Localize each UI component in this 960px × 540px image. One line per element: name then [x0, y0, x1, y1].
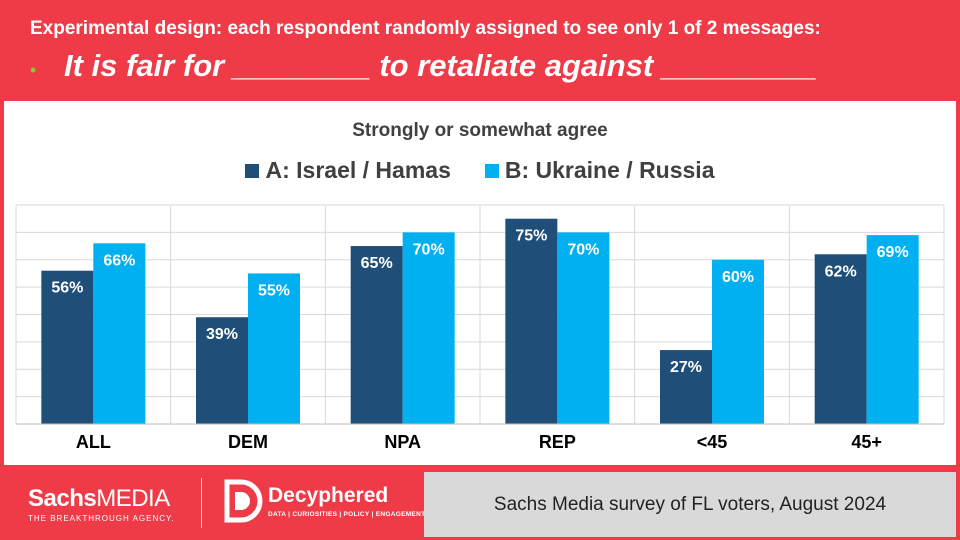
bar-series-b: [248, 273, 300, 424]
legend-swatch-series-a: [245, 163, 260, 178]
bar-series-b: [866, 235, 919, 424]
bar-value-label: 56%: [51, 280, 83, 297]
source-box: [424, 472, 956, 537]
bar-value-label: 39%: [206, 326, 238, 343]
decyphered-logo-tagline: DATA | CURIOSITIES | POLICY | ENGAGEMENT: [268, 511, 426, 518]
bar-series-a: [350, 246, 403, 424]
x-tick-label: <45: [697, 432, 728, 452]
message-statement: It is fair for ________ to retaliate aga…: [64, 48, 818, 83]
logo-tagline: THE BREAKTHROUGH AGENCY.: [28, 514, 175, 523]
logo-media-text: MEDIA: [96, 485, 170, 512]
bar-value-label: 62%: [825, 263, 857, 280]
bar-series-b: [402, 232, 455, 424]
bar-value-label: 69%: [877, 244, 909, 261]
logo-sachs-text: Sachs: [28, 485, 97, 512]
bar-series-a: [814, 254, 867, 424]
bar-series-b: [557, 232, 610, 424]
header-banner: Experimental design: each respondent ran…: [0, 0, 960, 100]
decyphered-logo-icon: [224, 479, 263, 523]
bar-series-a: [196, 317, 248, 424]
legend-label-series-a: A: Israel / Hamas: [265, 157, 451, 183]
chart-title: Strongly or somewhat agree: [352, 120, 608, 141]
source-note: Sachs Media survey of FL voters, August …: [493, 494, 887, 515]
x-tick-label: 45+: [851, 432, 882, 452]
bar-series-a: [505, 218, 558, 424]
bullet-point: •: [30, 60, 37, 80]
x-tick-label: ALL: [76, 432, 111, 452]
legend-item-series-a: A: Israel / Hamas: [245, 157, 451, 184]
legend-label-series-b: B: Ukraine / Russia: [504, 157, 715, 183]
x-tick-label: NPA: [384, 432, 421, 452]
legend-item-series-b: B: Ukraine / Russia: [484, 157, 715, 184]
logo-divider: [201, 478, 202, 528]
bar-value-label: 66%: [103, 252, 135, 269]
legend-swatch-series-b: [484, 163, 499, 178]
bar-value-label: 75%: [515, 228, 547, 245]
bar-value-label: 70%: [413, 241, 445, 258]
chart-legend: A: Israel / Hamas B: Ukraine / Russia: [0, 157, 960, 184]
bar-series-a: [660, 350, 712, 424]
bar-value-label: 65%: [361, 255, 393, 272]
bar-value-label: 60%: [722, 269, 754, 286]
experiment-description: Experimental design: each respondent ran…: [30, 18, 821, 39]
bar-value-label: 70%: [567, 241, 599, 258]
bar-value-label: 55%: [258, 282, 290, 299]
x-tick-label: DEM: [228, 432, 268, 452]
x-tick-label: REP: [539, 432, 576, 452]
bar-value-label: 27%: [670, 359, 702, 376]
bar-series-a: [41, 270, 94, 424]
bar-series-b: [93, 243, 146, 424]
bar-series-b: [712, 259, 764, 424]
decyphered-logo-name: Decyphered: [268, 484, 389, 507]
sachs-media-logo: SachsMEDIA THE BREAKTHROUGH AGENCY.: [28, 485, 175, 523]
